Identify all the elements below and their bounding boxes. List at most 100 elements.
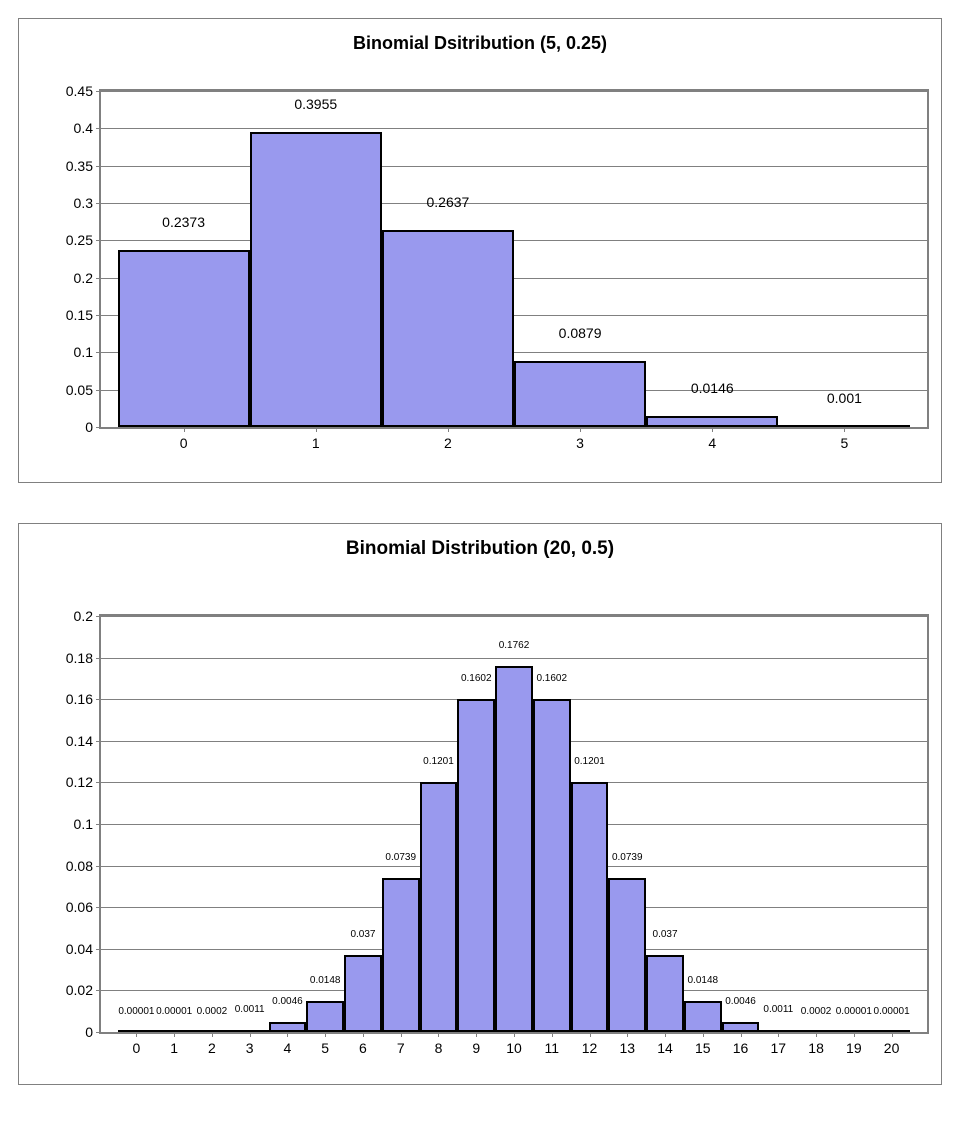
- bar-value-label: 0.0011: [763, 1004, 793, 1015]
- xtick-label: 3: [576, 427, 584, 451]
- ytick-label: 0.14: [66, 733, 101, 749]
- ytick-label: 0.18: [66, 650, 101, 666]
- bar: [344, 955, 382, 1032]
- ytick-label: 0.04: [66, 941, 101, 957]
- ytick-label: 0.3: [74, 195, 101, 211]
- gridline: [101, 616, 927, 617]
- ytick-label: 0.1: [74, 344, 101, 360]
- bar-value-label: 0.0146: [691, 380, 734, 396]
- ytick-label: 0.45: [66, 83, 101, 99]
- bar: [571, 782, 609, 1032]
- chart-panel-binom-5-0.25: Binomial Dsitribution (5, 0.25)00.050.10…: [18, 18, 942, 483]
- bar: [495, 666, 533, 1032]
- xtick-label: 9: [472, 1032, 480, 1056]
- xtick-label: 20: [884, 1032, 900, 1056]
- bar-value-label: 0.0046: [725, 996, 756, 1007]
- bar: [608, 878, 646, 1032]
- bar-value-label: 0.00001: [874, 1006, 910, 1017]
- bar-value-label: 0.0002: [801, 1006, 832, 1017]
- ytick-label: 0: [85, 419, 101, 435]
- bar-value-label: 0.1201: [423, 756, 454, 767]
- plot-area: 00.020.040.060.080.10.120.140.160.180.20…: [99, 614, 929, 1034]
- gridline: [101, 91, 927, 92]
- gridline: [101, 203, 927, 204]
- bar: [533, 699, 571, 1032]
- bar: [420, 782, 458, 1032]
- ytick-label: 0.25: [66, 232, 101, 248]
- ytick-label: 0.35: [66, 158, 101, 174]
- bar-value-label: 0.0148: [310, 975, 341, 986]
- bar: [722, 1022, 760, 1032]
- bar-value-label: 0.0739: [612, 852, 643, 863]
- bar: [646, 416, 778, 427]
- page-root: Binomial Dsitribution (5, 0.25)00.050.10…: [0, 0, 960, 1085]
- ytick-label: 0.08: [66, 858, 101, 874]
- bar: [250, 132, 382, 427]
- xtick-label: 13: [619, 1032, 635, 1056]
- bar: [646, 955, 684, 1032]
- gridline: [101, 128, 927, 129]
- xtick-label: 2: [444, 427, 452, 451]
- ytick-label: 0: [85, 1024, 101, 1040]
- bar-value-label: 0.0739: [385, 852, 416, 863]
- ytick-label: 0.4: [74, 120, 101, 136]
- bar: [118, 250, 250, 427]
- bar-value-label: 0.1201: [574, 756, 605, 767]
- xtick-label: 0: [180, 427, 188, 451]
- xtick-label: 14: [657, 1032, 673, 1056]
- xtick-label: 12: [582, 1032, 598, 1056]
- ytick-label: 0.1: [74, 816, 101, 832]
- bar-value-label: 0.0046: [272, 996, 303, 1007]
- bar-value-label: 0.1602: [461, 673, 492, 684]
- ytick-label: 0.02: [66, 982, 101, 998]
- bar: [382, 878, 420, 1032]
- ytick-label: 0.16: [66, 691, 101, 707]
- xtick-label: 16: [733, 1032, 749, 1056]
- gridline: [101, 240, 927, 241]
- xtick-label: 7: [397, 1032, 405, 1056]
- chart-title: Binomial Dsitribution (5, 0.25): [19, 19, 941, 72]
- xtick-label: 17: [771, 1032, 787, 1056]
- plot-area: 00.050.10.150.20.250.30.350.40.450.23730…: [99, 89, 929, 429]
- ytick-label: 0.05: [66, 382, 101, 398]
- bar: [514, 361, 646, 427]
- xtick-label: 8: [435, 1032, 443, 1056]
- bar-value-label: 0.00001: [836, 1006, 872, 1017]
- chart-title: Binomial Distribution (20, 0.5): [19, 524, 941, 578]
- bar-value-label: 0.0148: [688, 975, 719, 986]
- bar-value-label: 0.00001: [156, 1006, 192, 1017]
- gridline: [101, 166, 927, 167]
- xtick-label: 0: [132, 1032, 140, 1056]
- xtick-label: 2: [208, 1032, 216, 1056]
- xtick-label: 4: [284, 1032, 292, 1056]
- xtick-label: 5: [321, 1032, 329, 1056]
- gridline: [101, 658, 927, 659]
- bar: [684, 1001, 722, 1032]
- ytick-label: 0.12: [66, 774, 101, 790]
- bar-value-label: 0.037: [350, 929, 375, 940]
- bar-value-label: 0.3955: [294, 96, 337, 112]
- bar-value-label: 0.0879: [559, 325, 602, 341]
- bar: [269, 1022, 307, 1032]
- bar: [306, 1001, 344, 1032]
- bar-value-label: 0.2373: [162, 214, 205, 230]
- ytick-label: 0.06: [66, 899, 101, 915]
- xtick-label: 1: [312, 427, 320, 451]
- bar-value-label: 0.2637: [426, 194, 469, 210]
- xtick-label: 11: [544, 1032, 559, 1056]
- bar-value-label: 0.1762: [499, 640, 530, 651]
- xtick-label: 10: [506, 1032, 522, 1056]
- bar-value-label: 0.00001: [118, 1006, 154, 1017]
- bar: [457, 699, 495, 1032]
- xtick-label: 1: [170, 1032, 178, 1056]
- ytick-label: 0.15: [66, 307, 101, 323]
- xtick-label: 5: [840, 427, 848, 451]
- xtick-label: 4: [708, 427, 716, 451]
- chart-panel-binom-20-0.5: Binomial Distribution (20, 0.5)00.020.04…: [18, 523, 942, 1085]
- bar-value-label: 0.037: [653, 929, 678, 940]
- bar-value-label: 0.0002: [197, 1006, 228, 1017]
- xtick-label: 3: [246, 1032, 254, 1056]
- xtick-label: 15: [695, 1032, 711, 1056]
- xtick-label: 6: [359, 1032, 367, 1056]
- bar-value-label: 0.001: [827, 390, 862, 406]
